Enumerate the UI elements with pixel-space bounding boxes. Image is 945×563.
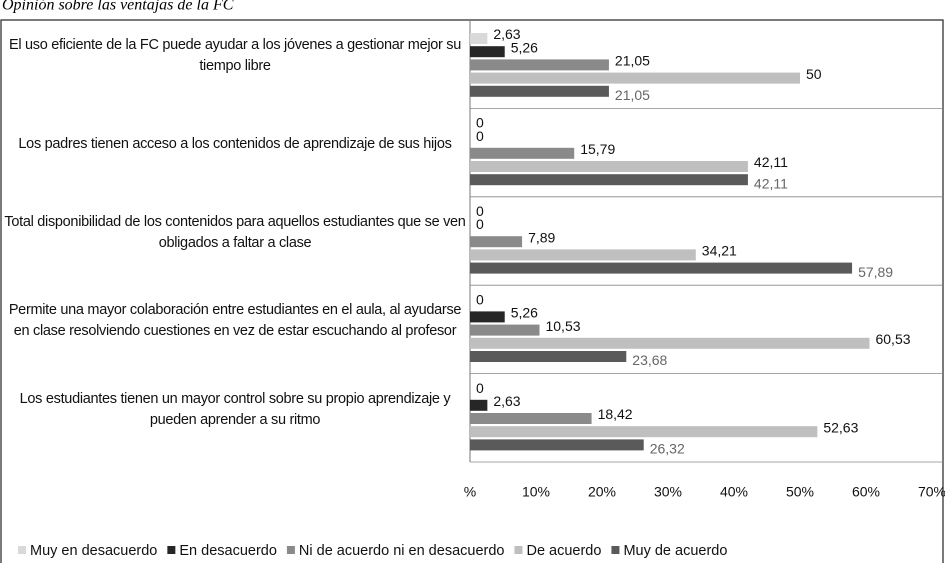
bar (470, 426, 818, 438)
data-label: 5,26 (511, 305, 538, 321)
legend-label: Muy en desacuerdo (30, 543, 157, 559)
data-label: 21,05 (615, 87, 650, 103)
bar (470, 174, 748, 186)
data-label: 18,42 (598, 406, 633, 422)
bar (470, 351, 627, 362)
bar (470, 337, 870, 349)
chart-frame (0, 19, 944, 563)
x-tick-label: 20% (588, 484, 616, 500)
x-tick-label: 50% (786, 484, 814, 500)
legend-swatch (18, 546, 26, 554)
category-label: Permite una mayor colaboración entre est… (8, 302, 462, 340)
legend-swatch (611, 546, 620, 554)
bar (470, 33, 488, 44)
data-label: 0 (476, 291, 484, 307)
data-label: 0 (476, 203, 484, 219)
bar (470, 413, 592, 424)
x-tick-label: 60% (852, 484, 880, 500)
bar (470, 85, 609, 97)
data-label: 42,11 (754, 154, 788, 170)
data-label: 42,11 (754, 175, 788, 191)
data-label: 2,63 (493, 393, 520, 409)
data-label: 34,21 (702, 243, 737, 259)
x-tick-label: 70% (918, 484, 945, 500)
bar (470, 161, 748, 172)
x-tick-label: 30% (654, 484, 682, 500)
data-label: 26,32 (650, 441, 685, 457)
bar (470, 72, 800, 84)
data-label: 0 (476, 380, 484, 396)
data-label: 15,79 (580, 141, 615, 157)
x-tick-label: 10% (522, 484, 550, 500)
category-label: Los padres tienen acceso a los contenido… (18, 136, 452, 153)
bar (470, 262, 853, 274)
legend-swatch (514, 546, 523, 554)
legend-label: Ni de acuerdo ni en desacuerdo (299, 543, 505, 559)
bar (470, 236, 523, 248)
data-label: 60,53 (875, 331, 910, 347)
bar (470, 46, 505, 58)
category-label: El uso eficiente de la FC puede ayudar a… (8, 37, 462, 75)
data-label: 50 (806, 66, 822, 82)
category-label: Los estudiantes tienen un mayor control … (19, 390, 451, 428)
data-label: 2,63 (493, 26, 520, 42)
legend-label: De acuerdo (526, 543, 601, 559)
data-label: 23,68 (632, 352, 667, 368)
chart-title: Opinión sobre las ventajas de la FC (2, 0, 234, 14)
data-label: 10,53 (545, 318, 580, 334)
data-label: 21,05 (615, 53, 650, 69)
bar (470, 311, 505, 323)
legend-label: Muy de acuerdo (623, 543, 727, 559)
bar (470, 147, 575, 159)
legend-swatch (286, 546, 295, 554)
category-label: Total disponibilidad de los contenidos p… (4, 214, 466, 251)
x-tick-label: % (464, 484, 476, 500)
data-label: 5,26 (511, 39, 538, 55)
data-label: 0 (476, 216, 484, 232)
data-label: 0 (476, 128, 484, 144)
bar (470, 59, 609, 71)
data-label: 7,89 (528, 229, 555, 245)
bar (470, 399, 488, 411)
bar (470, 324, 540, 336)
data-label: 57,89 (858, 264, 893, 280)
bar (470, 249, 696, 261)
x-tick-label: 40% (720, 484, 748, 500)
data-label: 52,63 (823, 419, 858, 435)
legend-swatch (167, 546, 176, 554)
legend-label: En desacuerdo (179, 543, 277, 559)
data-label: 0 (476, 115, 484, 131)
bar (470, 439, 644, 451)
